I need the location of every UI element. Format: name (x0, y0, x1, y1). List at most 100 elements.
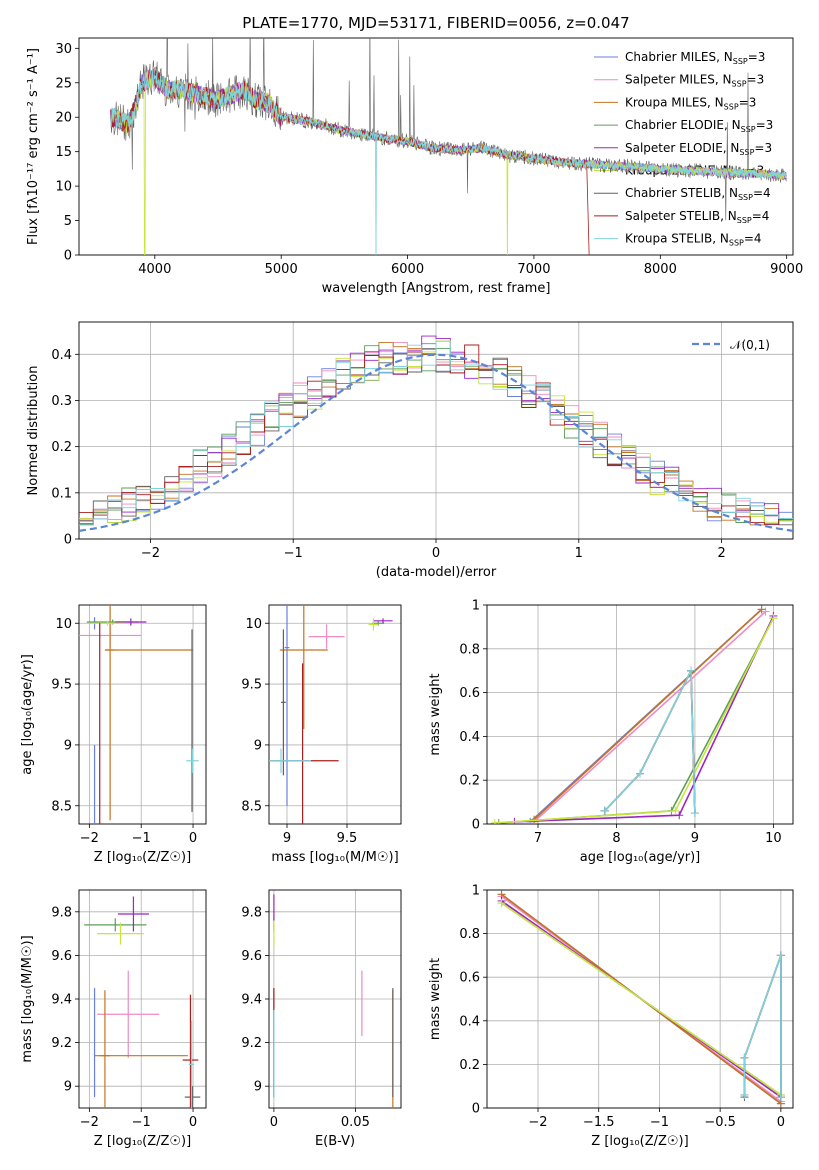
x-axis-label: E(B-V) (315, 1134, 355, 1149)
x-tick-label: 8000 (644, 262, 677, 277)
residual-legend: 𝒩(0,1) (692, 338, 770, 352)
legend-entry: Chabrier ELODIE, NSSP=3 (625, 118, 773, 134)
y-tick-label: 0.1 (51, 486, 72, 501)
x-tick-label: −1 (132, 1115, 151, 1130)
x-axis-label: Z [log₁₀(Z/Z☉)] (94, 850, 191, 865)
x-tick-label: −1 (284, 546, 303, 561)
x-tick-label: −1.5 (583, 1115, 615, 1130)
x-tick-label: 6000 (391, 262, 424, 277)
y-axis-label: mass weight (428, 958, 443, 1040)
age-vs-Z-axes: −2 −1 0 8.5 9 9.5 10 Z [log₁₀(Z/Z☉)] age [log₁₀(… (20, 604, 207, 865)
x-tick-label: 0 (270, 1115, 278, 1130)
x-tick-label: 9.5 (337, 831, 358, 846)
y-tick-label: 9 (64, 1080, 72, 1095)
mass-vs-Z-plot (84, 896, 201, 1108)
x-axis-label: Z [log₁₀(Z/Z☉)] (591, 1134, 688, 1149)
axes-frame (486, 889, 794, 1109)
spectrum-plot (110, 38, 787, 255)
y-tick-label: 9.6 (51, 949, 72, 964)
axes-frame (78, 321, 794, 540)
x-axis-label: mass [log₁₀(M/M☉)] (271, 850, 398, 865)
y-tick-label: 10 (55, 180, 72, 195)
y-tick-label: 0.6 (459, 686, 480, 701)
y-tick-label: 10 (245, 617, 262, 632)
y-axis-label: mass [log₁₀(M/M☉)] (20, 935, 35, 1062)
weight-line-8 (743, 955, 782, 1098)
spectrum-line-7 (110, 68, 590, 255)
y-tick-label: 0.4 (459, 730, 480, 745)
x-tick-label: −0.5 (704, 1115, 736, 1130)
y-tick-label: 0.2 (459, 774, 480, 789)
x-tick-label: −2 (80, 831, 99, 846)
x-axis-label: wavelength [Angstrom, rest frame] (322, 281, 551, 296)
y-tick-label: 0 (472, 1102, 480, 1117)
y-tick-label: 9.8 (51, 905, 72, 920)
x-tick-label: 7 (534, 831, 542, 846)
y-tick-label: 0.8 (459, 642, 480, 657)
x-axis-label: Z [log₁₀(Z/Z☉)] (94, 1134, 191, 1149)
y-tick-label: 1 (472, 599, 480, 614)
x-tick-label: −2 (528, 1115, 547, 1130)
residuals-axes: −2 −1 0 1 2 0 0.1 0.2 0.3 0.4 (data-model)/error No… (26, 321, 794, 580)
axes-frame (268, 604, 402, 825)
legend-entry: Salpeter ELODIE, NSSP=3 (625, 141, 772, 157)
y-axis-label: Normed distribution (26, 366, 41, 496)
y-tick-label: 20 (55, 111, 72, 126)
x-tick-label: −1 (650, 1115, 669, 1130)
y-tick-label: 0.2 (459, 1058, 480, 1073)
y-axis-label: mass weight (428, 673, 443, 755)
y-tick-label: 0 (472, 818, 480, 833)
legend-entry: Chabrier STELIB, NSSP=4 (625, 186, 771, 202)
weight-line-1 (533, 611, 767, 823)
legend-entry: Salpeter STELIB, NSSP=4 (625, 209, 769, 225)
y-tick-label: 9.6 (241, 949, 262, 964)
axes-frame (78, 889, 207, 1109)
x-tick-label: 5000 (265, 262, 298, 277)
y-tick-label: 0.2 (51, 440, 72, 455)
weight-vs-age-plot (490, 605, 778, 824)
y-tick-label: 9.5 (241, 678, 262, 693)
y-tick-label: 9.2 (51, 1036, 72, 1051)
spectrum-legend: Chabrier MILES, NSSP=3 Salpeter MILES, NS… (594, 50, 773, 248)
age-vs-mass-axes: 9 9.5 8.5 9 9.5 10 mass [log₁₀(M/M☉)] (241, 604, 402, 865)
weight-vs-Z-plot (497, 890, 785, 1108)
y-tick-label: 9.5 (51, 678, 72, 693)
x-tick-label: 8 (612, 831, 620, 846)
x-tick-label: 0 (432, 546, 440, 561)
legend-entry: Salpeter MILES, NSSP=3 (625, 73, 764, 89)
x-tick-label: 1 (575, 546, 583, 561)
x-tick-label: 0 (189, 831, 197, 846)
residuals-plot (79, 335, 793, 532)
weight-vs-age-axes: 7 8 9 10 0 0.2 0.4 0.6 0.8 1 age [log₁₀(age/yr)] ma… (428, 599, 794, 865)
x-tick-label: 4000 (138, 262, 171, 277)
legend-entry: 𝒩(0,1) (730, 338, 770, 352)
y-tick-label: 5 (64, 214, 72, 229)
axes-frame (486, 604, 794, 825)
x-tick-label: 7000 (517, 262, 550, 277)
mass-vs-ebv-axes: 0 0.05 9 9.2 9.4 9.6 9.8 E(B-V) (241, 889, 402, 1149)
x-tick-label: 9 (691, 831, 699, 846)
y-tick-label: 10 (55, 617, 72, 632)
y-tick-label: 9.8 (241, 905, 262, 920)
age-vs-Z-plot (79, 605, 199, 824)
y-tick-label: 30 (55, 42, 72, 57)
normal-curve (79, 353, 793, 532)
y-tick-label: 9.2 (241, 1036, 262, 1051)
x-tick-label: 9000 (770, 262, 803, 277)
y-tick-label: 9.4 (241, 993, 262, 1008)
y-axis-label: Flux [fλ10⁻¹⁷ erg cm⁻² s⁻¹ A⁻¹] (26, 48, 41, 245)
y-tick-label: 0.4 (51, 348, 72, 363)
spectrum-line-8 (110, 69, 787, 255)
residual-histogram-4 (79, 335, 793, 526)
figure-title: PLATE=1770, MJD=53171, FIBERID=0056, z=0… (242, 14, 629, 32)
weight-line-2 (533, 608, 763, 821)
x-tick-label: −1 (132, 831, 151, 846)
x-tick-label: −2 (80, 1115, 99, 1130)
mass-vs-ebv-plot (273, 894, 394, 1108)
y-tick-label: 0.3 (51, 394, 72, 409)
x-tick-label: 0 (777, 1115, 785, 1130)
y-tick-label: 8.5 (241, 799, 262, 814)
axes-frame (268, 889, 402, 1109)
weight-line-8 (604, 670, 696, 814)
